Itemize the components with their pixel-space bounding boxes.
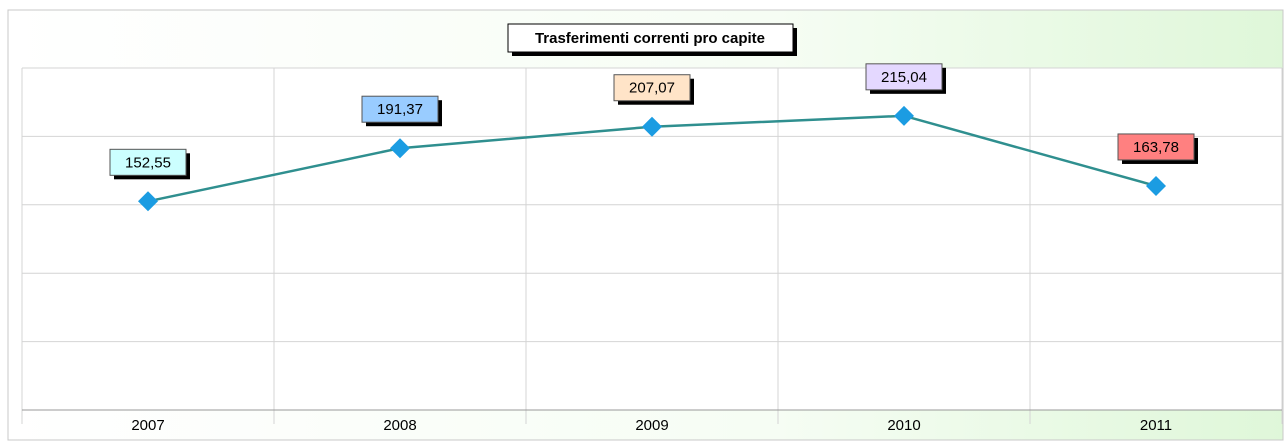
label-box: [865, 63, 943, 91]
label-box: [613, 74, 691, 102]
data-label: 191,37: [377, 101, 423, 118]
marker: [138, 191, 158, 212]
title-frame: [507, 23, 794, 53]
marker: [894, 105, 914, 126]
data-label: 163,78: [1133, 139, 1179, 156]
label-box: [361, 95, 439, 123]
data-label: 215,04: [881, 69, 927, 86]
marker: [390, 138, 410, 159]
x-tick-label: 2009: [635, 417, 668, 434]
x-tick-label: 2011: [1140, 417, 1172, 434]
marker: [642, 116, 662, 137]
label-box: [109, 148, 187, 176]
x-tick-label: 2008: [383, 417, 416, 434]
marker: [1146, 175, 1166, 196]
x-tick-label: 2007: [131, 417, 164, 434]
chart-title: Trasferimenti correnti pro capite: [535, 30, 765, 47]
title-box: Trasferimenti correnti pro capite: [507, 23, 797, 56]
x-tick-label: 2010: [887, 417, 920, 434]
data-label: 152,55: [125, 154, 171, 171]
data-label: 207,07: [629, 80, 675, 97]
label-box: [1117, 133, 1195, 161]
